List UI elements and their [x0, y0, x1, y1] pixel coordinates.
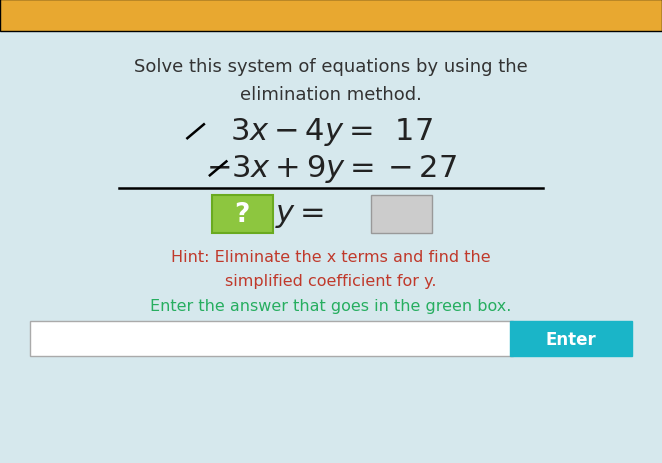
FancyBboxPatch shape	[30, 322, 513, 357]
Text: elimination method.: elimination method.	[240, 86, 422, 104]
Text: $3x - 4y = \enspace 17$: $3x - 4y = \enspace 17$	[230, 116, 432, 148]
Text: $-3x + 9y = -27$: $-3x + 9y = -27$	[205, 153, 457, 185]
Text: simplified coefficient for y.: simplified coefficient for y.	[225, 274, 437, 288]
Text: Enter: Enter	[545, 330, 596, 348]
FancyBboxPatch shape	[212, 196, 273, 234]
Text: ?: ?	[234, 202, 250, 228]
Text: $y =$: $y =$	[275, 200, 324, 229]
FancyBboxPatch shape	[0, 0, 662, 32]
Text: Hint: Eliminate the x terms and find the: Hint: Eliminate the x terms and find the	[171, 250, 491, 264]
FancyBboxPatch shape	[510, 322, 632, 357]
Text: Enter the answer that goes in the green box.: Enter the answer that goes in the green …	[150, 298, 512, 313]
FancyBboxPatch shape	[371, 196, 432, 234]
Text: Solve this system of equations by using the: Solve this system of equations by using …	[134, 58, 528, 76]
